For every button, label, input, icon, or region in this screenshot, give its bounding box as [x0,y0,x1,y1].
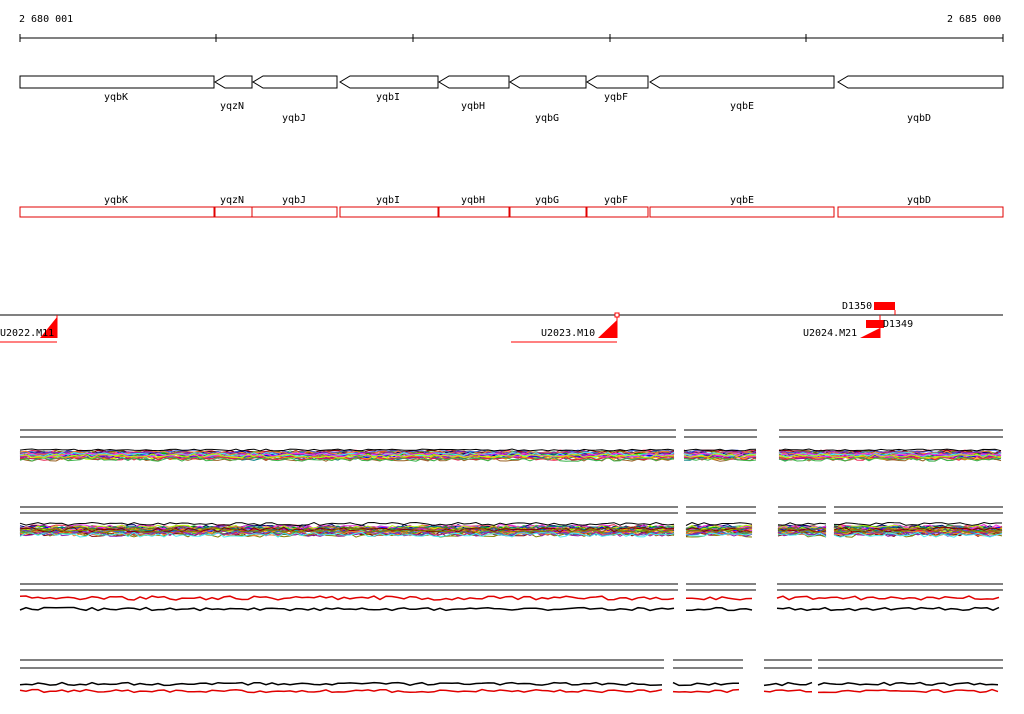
feature-label-u2023[interactable]: U2023.M10 [541,328,596,339]
cds-box-yqbK [19,206,215,218]
cds-box-yqbG [509,206,587,218]
gene-label-yqbK[interactable]: yqbK [104,92,129,103]
gene-track [19,75,1004,89]
cds-box-yqbH [438,206,510,218]
coordinate-ruler [19,34,1004,42]
gene-arrow-yqbJ [252,75,338,89]
feature-label-d1350[interactable]: D1350 [842,301,873,312]
expression-profile-track-4 [19,659,1003,694]
cds-label-yqbH: yqbH [461,195,486,206]
cds-label-yqbF: yqbF [604,195,629,206]
ruler-start-label: 2 680 001 [19,14,74,25]
cds-box-yqzN [214,206,253,218]
gene-label-yqbE[interactable]: yqbE [730,101,755,112]
expression-profile-track-2 [19,506,1003,538]
gene-arrow-yqbH [438,75,510,89]
ruler-end-label: 2 685 000 [947,14,1002,25]
cds-box-yqbE [649,206,835,218]
gene-arrow-yqbE [649,75,835,89]
cds-label-yqbE: yqbE [730,195,755,206]
feature-label-u2022[interactable]: U2022.M11 [0,328,55,339]
gene-label-yqbD[interactable]: yqbD [907,113,932,124]
feature-label-d1349[interactable]: D1349 [883,319,914,330]
gene-label-yqbF[interactable]: yqbF [604,92,629,103]
gene-label-yqzN[interactable]: yqzN [220,101,245,112]
gene-arrow-yqbD [837,75,1004,89]
expression-profile-track-3 [19,583,1003,612]
gene-label-yqbG[interactable]: yqbG [535,113,560,124]
cds-label-yqbG: yqbG [535,195,560,206]
cds-label-yqzN: yqzN [220,195,245,206]
cds-track [19,206,1004,218]
gene-label-yqbJ[interactable]: yqbJ [282,113,307,124]
cds-box-yqbJ [251,206,338,218]
feature-marker-u2023 [598,320,617,338]
gene-arrow-yqbI [339,75,439,89]
gene-arrow-yqbF [586,75,649,89]
cds-label-yqbI: yqbI [376,195,401,206]
cds-label-yqbJ: yqbJ [282,195,307,206]
gene-arrow-yqbG [509,75,587,89]
gene-arrow-yqbK [19,75,215,89]
feature-marker-u2024 [860,328,880,338]
gene-label-yqbH[interactable]: yqbH [461,101,486,112]
cds-box-yqbF [586,206,649,218]
cds-label-yqbK: yqbK [104,195,129,206]
feature-label-u2024[interactable]: U2024.M21 [803,328,858,339]
feature-box-d1350 [874,302,895,310]
cds-label-yqbD: yqbD [907,195,932,206]
gene-label-yqbI[interactable]: yqbI [376,92,401,103]
feature-box-d1349 [866,320,884,328]
cds-box-yqbI [339,206,439,218]
regulatory-track [0,302,1003,343]
feature-marker-u2022 [40,317,57,338]
gene-arrow-yqzN [214,75,253,89]
expression-profile-track-1 [19,429,1003,462]
cds-box-yqbD [837,206,1004,218]
